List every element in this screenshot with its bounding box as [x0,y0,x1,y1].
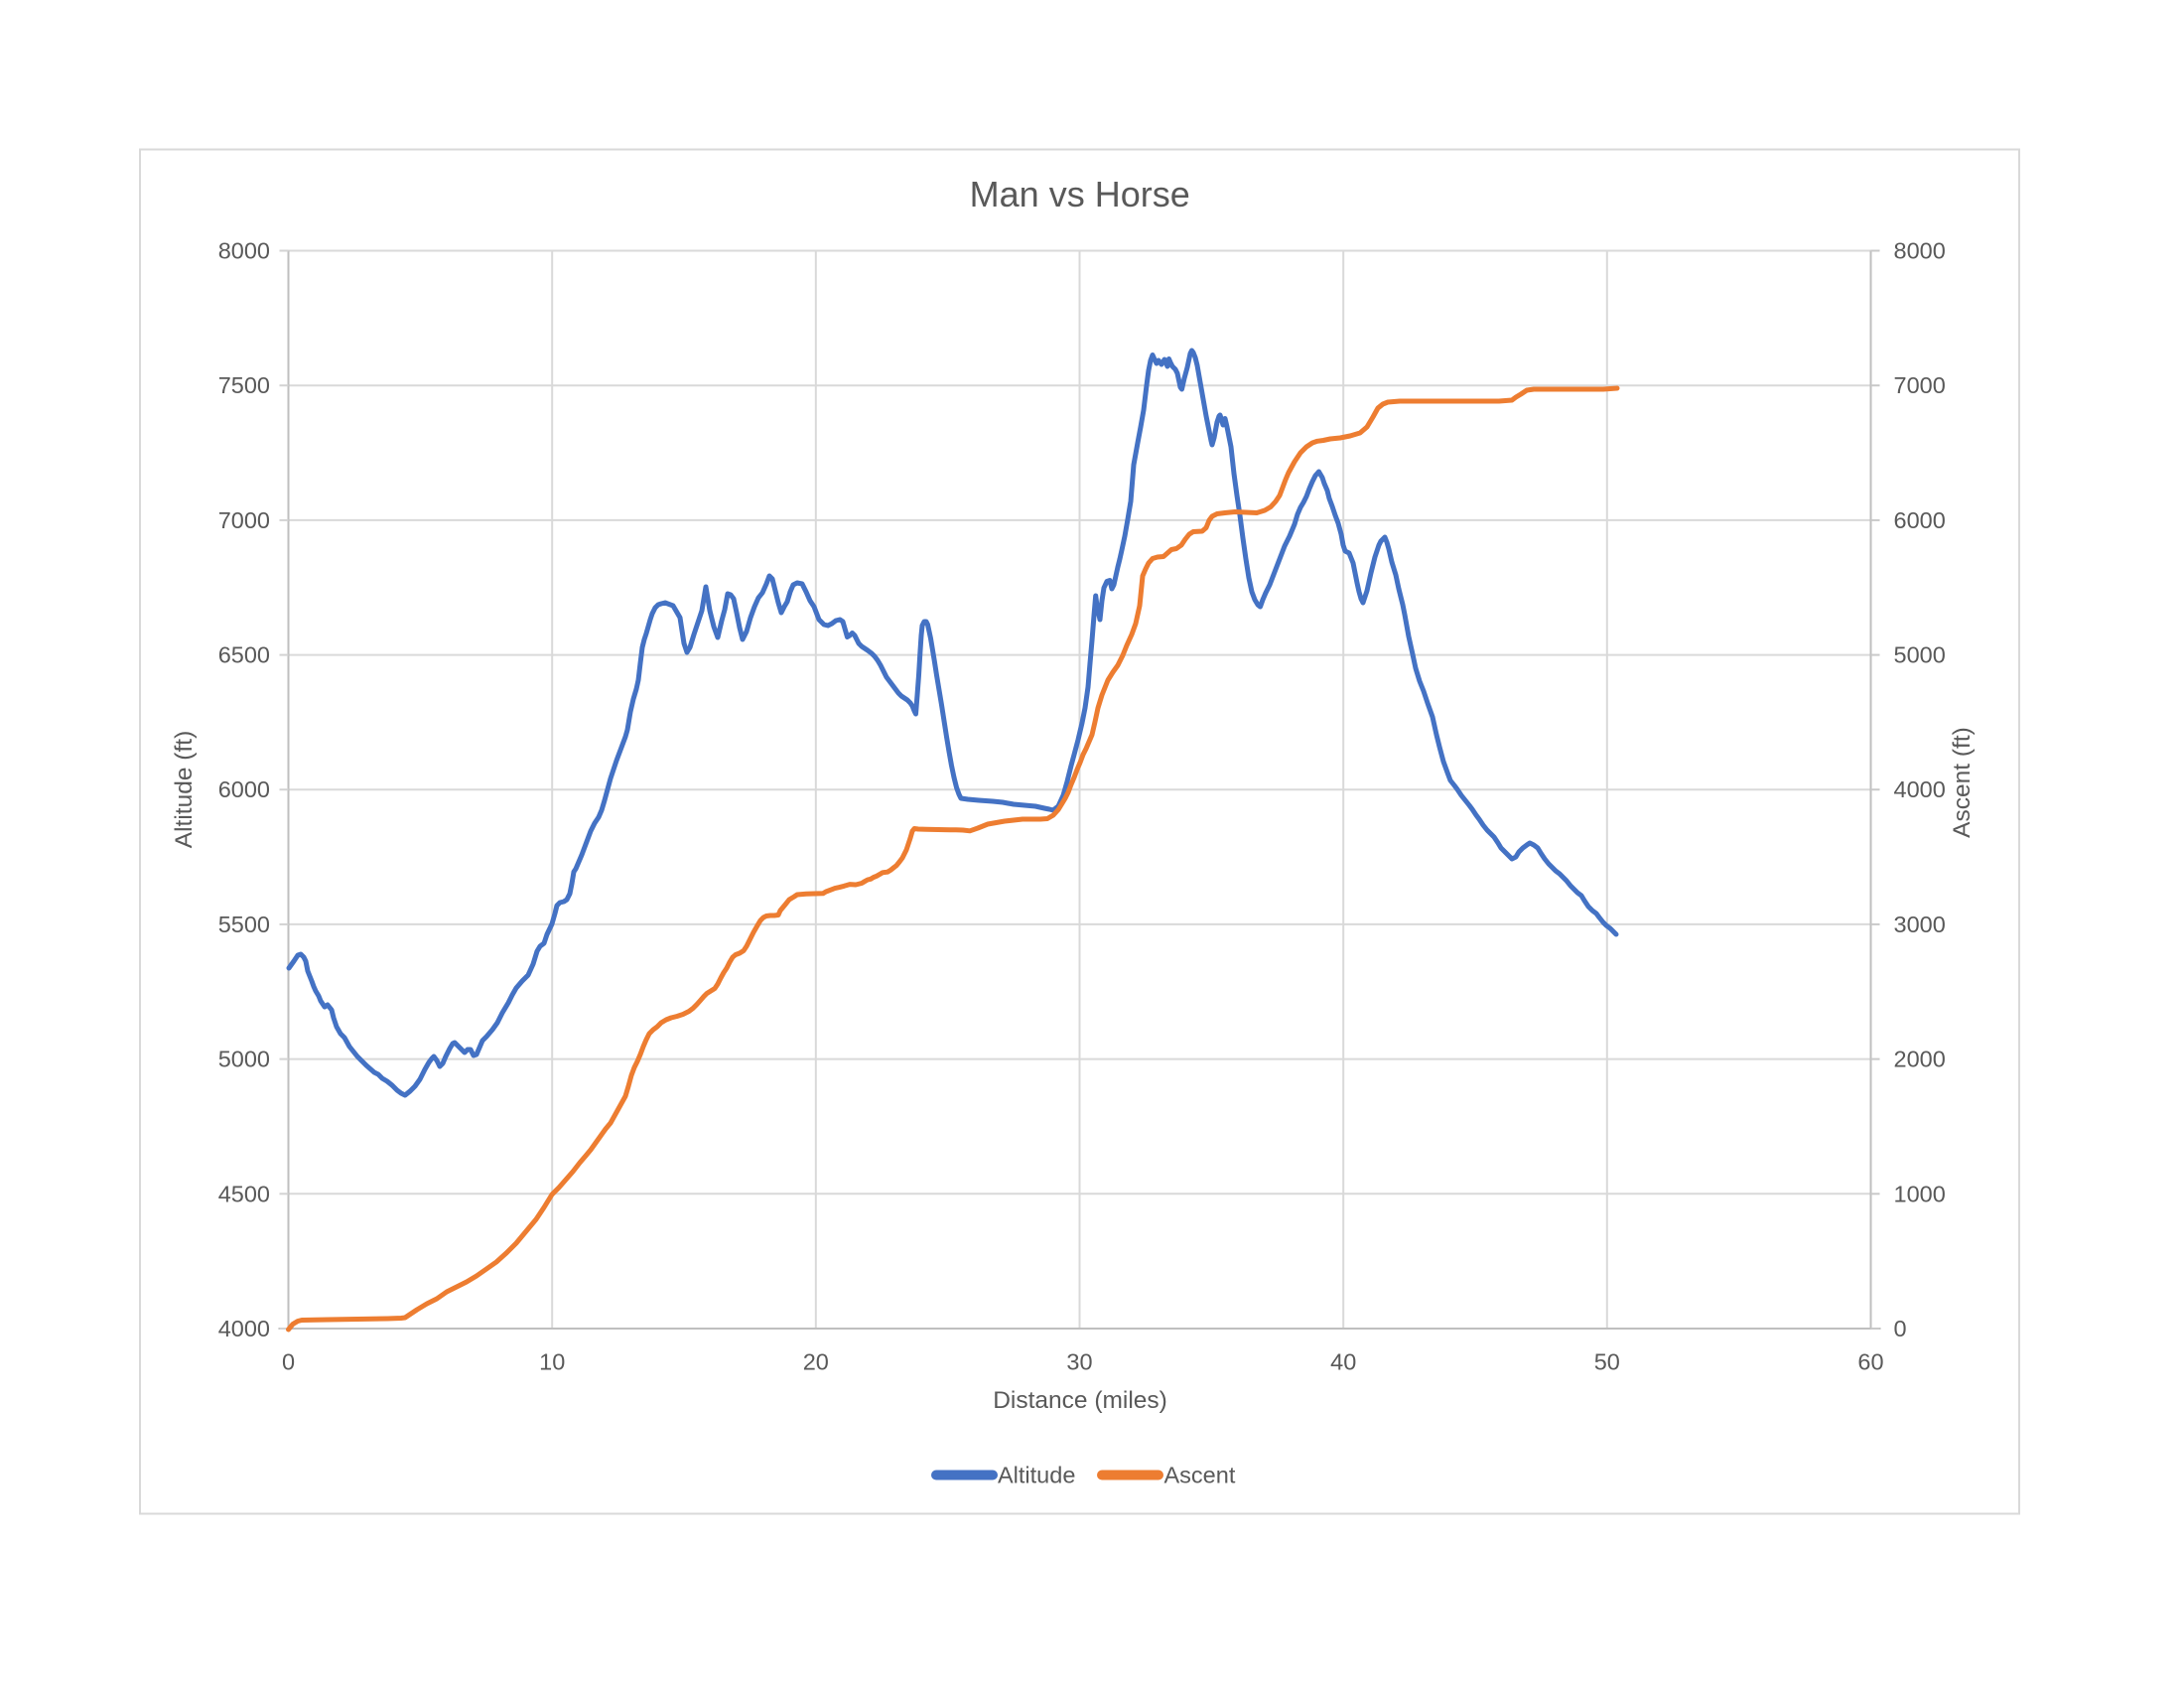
svg-text:30: 30 [1066,1349,1092,1375]
svg-text:5000: 5000 [1894,642,1946,668]
svg-text:2000: 2000 [1894,1047,1946,1072]
svg-text:0: 0 [282,1349,295,1375]
svg-text:Ascent: Ascent [1164,1463,1236,1488]
svg-text:4000: 4000 [218,1316,270,1341]
svg-text:40: 40 [1330,1349,1356,1375]
svg-text:7000: 7000 [1894,372,1946,398]
svg-text:4500: 4500 [218,1181,270,1206]
svg-text:Distance (miles): Distance (miles) [993,1387,1167,1414]
svg-text:6000: 6000 [1894,507,1946,533]
svg-text:10: 10 [539,1349,565,1375]
svg-text:0: 0 [1894,1316,1907,1341]
svg-text:6000: 6000 [218,776,270,802]
svg-text:Altitude (ft): Altitude (ft) [171,731,198,848]
svg-text:8000: 8000 [1894,238,1946,264]
svg-text:50: 50 [1594,1349,1620,1375]
svg-text:4000: 4000 [1894,776,1946,802]
svg-text:Ascent (ft): Ascent (ft) [1949,727,1976,838]
svg-text:Man vs Horse: Man vs Horse [970,174,1190,214]
svg-text:7500: 7500 [218,372,270,398]
svg-text:6500: 6500 [218,642,270,668]
svg-text:5500: 5500 [218,912,270,937]
svg-text:20: 20 [803,1349,829,1375]
svg-text:60: 60 [1857,1349,1883,1375]
svg-text:3000: 3000 [1894,912,1946,937]
svg-text:Altitude: Altitude [998,1463,1075,1488]
svg-text:8000: 8000 [218,238,270,264]
svg-text:1000: 1000 [1894,1181,1946,1206]
svg-text:7000: 7000 [218,507,270,533]
svg-text:5000: 5000 [218,1047,270,1072]
